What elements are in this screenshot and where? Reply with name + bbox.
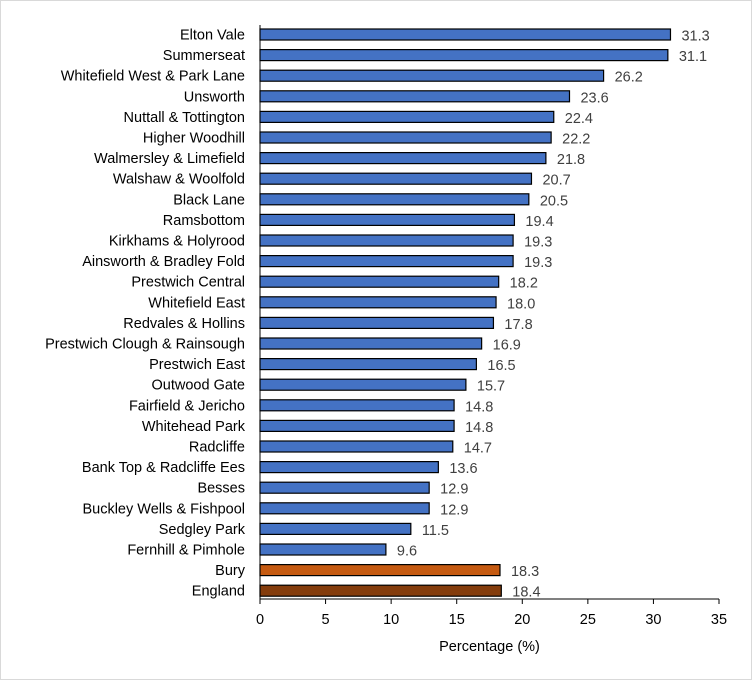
category-label: Walmersley & Limefield (94, 151, 245, 167)
category-label: Kirkhams & Holyrood (109, 234, 245, 250)
x-tick-label: 20 (514, 612, 530, 628)
data-label: 18.2 (510, 276, 538, 292)
value-labels-group: 31.3 31.1 26.2 23.6 22.4 22.2 21.8 20.7 20.5 19.4… (397, 29, 710, 601)
bar (259, 193, 530, 206)
x-tick-label: 5 (322, 612, 330, 628)
category-label: Elton Vale (180, 28, 245, 44)
data-label: 19.3 (524, 235, 552, 251)
bar (259, 543, 387, 556)
bar (259, 399, 455, 412)
data-label: 16.9 (493, 338, 521, 354)
data-label: 12.9 (440, 482, 468, 498)
data-label: 18.3 (511, 564, 539, 580)
x-axis-title: Percentage (%) (439, 639, 540, 655)
category-label: Sedgley Park (159, 522, 246, 538)
bar (259, 69, 605, 82)
bar (259, 172, 533, 185)
bar (259, 316, 495, 329)
bar (259, 110, 555, 124)
category-label: Bank Top & Radcliffe Ees (82, 460, 245, 476)
bar (259, 275, 500, 288)
bar (259, 48, 669, 62)
bar (259, 522, 412, 536)
data-label: 13.6 (449, 461, 477, 477)
data-label: 19.4 (525, 214, 553, 230)
bar (259, 28, 672, 41)
category-label: Prestwich East (149, 357, 245, 373)
category-label: Buckley Wells & Fishpool (82, 501, 245, 517)
bar (259, 337, 483, 350)
x-tick-label: 10 (383, 612, 399, 628)
category-label: Radcliffe (189, 440, 245, 456)
category-label: Fernhill & Pimhole (127, 543, 245, 559)
data-label: 20.7 (542, 173, 570, 189)
x-tick-label: 30 (645, 612, 661, 628)
bar (259, 296, 497, 309)
data-label: 19.3 (524, 255, 552, 271)
bar (259, 461, 439, 474)
data-label: 22.2 (562, 132, 590, 148)
bar (259, 255, 514, 268)
category-label: Whitefield East (148, 295, 245, 311)
data-label: 22.4 (565, 111, 593, 127)
bar (259, 502, 430, 515)
data-label: 11.5 (422, 523, 449, 539)
category-labels-group: Elton Vale Summerseat Whitefield West & Pa… (45, 28, 246, 600)
bar (259, 440, 454, 453)
data-label: 14.8 (465, 399, 493, 415)
bar (259, 131, 552, 144)
data-label: 17.8 (504, 317, 532, 333)
data-label: 14.7 (464, 441, 492, 457)
data-label: 31.1 (679, 49, 707, 65)
category-label: Fairfield & Jericho (129, 398, 245, 414)
category-label: Prestwich Central (131, 275, 245, 291)
data-label: 15.7 (477, 379, 505, 395)
bar (259, 481, 430, 494)
category-label: Walshaw & Woolfold (113, 172, 245, 188)
data-label: 18.0 (507, 296, 535, 312)
bar (259, 234, 514, 247)
bar (259, 213, 516, 226)
data-label: 12.9 (440, 502, 468, 518)
category-label: Summerseat (163, 48, 245, 64)
category-label: Unsworth (184, 89, 245, 105)
data-label: 26.2 (615, 70, 643, 86)
category-label: Prestwich Clough & Rainsough (45, 337, 245, 353)
x-tick-label: 25 (580, 612, 596, 628)
data-label: 23.6 (580, 90, 608, 106)
data-label: 14.8 (465, 420, 493, 436)
data-label: 18.4 (512, 585, 540, 601)
category-label: Redvales & Hollins (123, 316, 245, 332)
category-label: Higher Woodhill (143, 131, 245, 147)
x-ticks-group: 0 5 10 15 20 25 30 35 (256, 599, 727, 628)
category-label: Ainsworth & Bradley Fold (82, 254, 245, 270)
category-label: England (192, 584, 245, 600)
bar (259, 378, 467, 391)
data-label: 20.5 (540, 193, 568, 209)
category-label: Whitehead Park (142, 419, 246, 435)
x-tick-label: 15 (449, 612, 465, 628)
bar (259, 584, 502, 597)
category-label: Nuttall & Tottington (124, 110, 245, 126)
bar (259, 358, 477, 371)
category-label: Ramsbottom (163, 213, 245, 229)
bar (259, 152, 547, 165)
x-tick-label: 35 (711, 612, 727, 628)
data-label: 21.8 (557, 152, 585, 168)
category-label: Outwood Gate (152, 378, 246, 394)
category-label: Besses (197, 481, 245, 497)
category-label: Bury (215, 563, 246, 579)
category-label: Whitefield West & Park Lane (61, 69, 245, 85)
bar (259, 419, 455, 432)
data-label: 31.3 (681, 29, 709, 45)
data-label: 16.5 (487, 358, 515, 374)
bar (259, 90, 571, 103)
x-tick-label: 0 (256, 612, 264, 628)
bar (259, 563, 501, 577)
bars-group (259, 28, 672, 597)
category-label: Black Lane (173, 192, 245, 208)
data-label: 9.6 (397, 544, 417, 560)
